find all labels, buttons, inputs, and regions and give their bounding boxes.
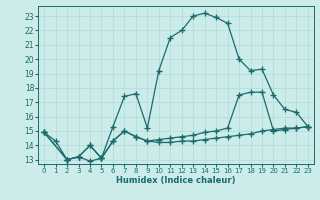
X-axis label: Humidex (Indice chaleur): Humidex (Indice chaleur): [116, 176, 236, 185]
